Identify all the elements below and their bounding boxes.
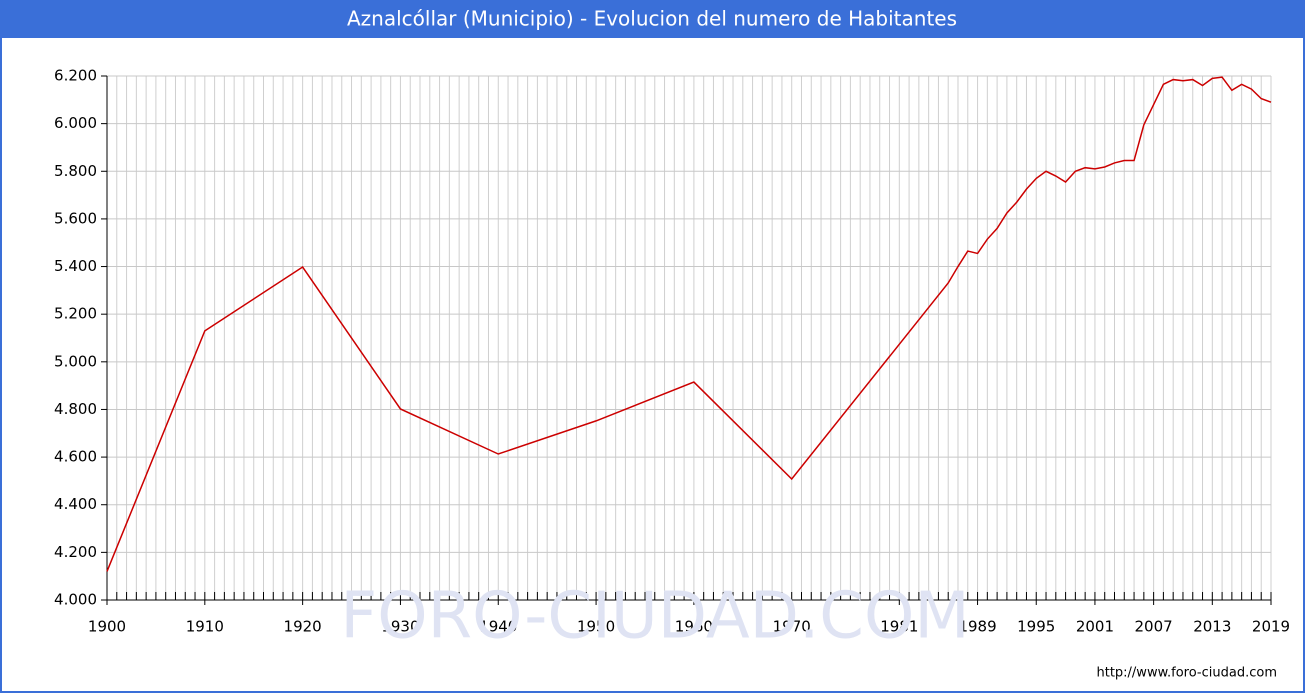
x-tick-label: 2013 [1193, 618, 1231, 636]
x-tick-label: 1940 [479, 618, 517, 636]
x-tick-label: 1995 [1017, 618, 1055, 636]
x-tick-label: 2019 [1252, 618, 1290, 636]
y-tick-label: 6.200 [54, 67, 97, 85]
x-tick-label: 1950 [577, 618, 615, 636]
x-tick-label: 1981 [880, 618, 918, 636]
plot: 4.000 4.200 4.400 4.600 4.800 5.000 5.200 5.400… [54, 67, 1290, 636]
x-tick-label: 1989 [958, 618, 996, 636]
y-tick-label: 5.200 [54, 305, 97, 323]
y-tick-label: 4.800 [54, 400, 97, 418]
x-tick-label: 1970 [773, 618, 811, 636]
plot-area [107, 76, 1271, 600]
chart-title: Aznalcóllar (Municipio) - Evolucion del … [347, 7, 957, 31]
x-tick-label: 1900 [88, 618, 126, 636]
x-tick-label: 1960 [675, 618, 713, 636]
x-tick-label: 2007 [1135, 618, 1173, 636]
y-tick-label: 4.000 [54, 591, 97, 609]
source-label: http://www.foro-ciudad.com [1096, 666, 1277, 681]
x-tick-label: 1920 [284, 618, 322, 636]
x-tick-label: 1910 [186, 618, 224, 636]
y-tick-label: 5.000 [54, 352, 97, 370]
data-line [106, 76, 1272, 572]
y-tick-label: 4.600 [54, 448, 97, 466]
y-tick-label: 5.600 [54, 209, 97, 227]
y-tick-label: 5.400 [54, 257, 97, 275]
y-tick-label: 5.800 [54, 162, 97, 180]
watermark: FORO-CIUDAD.COM [340, 580, 969, 654]
x-tick-label: 2001 [1076, 618, 1114, 636]
x-tick-label: 1930 [381, 618, 419, 636]
y-tick-label: 4.200 [54, 543, 97, 561]
y-tick-label: 6.000 [54, 114, 97, 132]
y-tick-label: 4.400 [54, 495, 97, 513]
title-bar [0, 0, 1305, 38]
